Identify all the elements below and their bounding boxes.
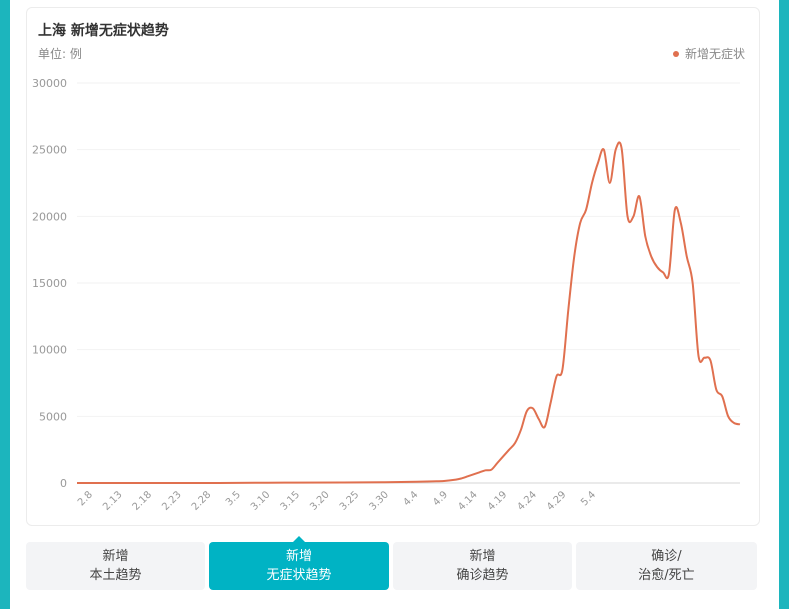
y-tick-label: 15000 xyxy=(32,277,67,290)
y-tick-label: 30000 xyxy=(32,77,67,90)
x-tick-label: 2.8 xyxy=(76,489,95,508)
y-tick-label: 25000 xyxy=(32,144,67,157)
legend-dot xyxy=(672,50,679,57)
x-tick-label: 2.23 xyxy=(160,489,184,513)
x-tick-label: 4.29 xyxy=(545,489,569,513)
y-tick-label: 0 xyxy=(60,477,67,490)
legend[interactable]: 新增无症状 xyxy=(672,45,745,62)
y-tick-label: 10000 xyxy=(32,344,67,357)
tab-asymptomatic-trend[interactable]: 新增 无症状趋势 xyxy=(209,536,389,590)
frame-right-border xyxy=(779,0,789,609)
x-tick-label: 3.5 xyxy=(224,489,243,508)
y-tick-label: 5000 xyxy=(39,410,67,423)
x-tick-label: 3.25 xyxy=(338,489,362,513)
tab-confirmed-trend[interactable]: 新增 确诊趋势 xyxy=(393,542,572,590)
tab-local-trend[interactable]: 新增 本土趋势 xyxy=(26,542,205,590)
tab-line2: 本土趋势 xyxy=(89,568,142,583)
tab-line2: 治愈/死亡 xyxy=(638,568,695,583)
frame-left-border xyxy=(0,0,10,609)
series-line-asymptomatic xyxy=(76,141,741,485)
chart-title: 上海 新增无症状趋势 xyxy=(38,23,169,39)
x-tick-label: 2.28 xyxy=(190,489,214,513)
x-tick-label: 4.19 xyxy=(486,489,510,513)
x-tick-label: 5.4 xyxy=(579,489,598,508)
tab-line1: 新增 xyxy=(469,549,496,564)
legend-label: 新增无症状 xyxy=(684,47,745,61)
x-tick-label: 3.15 xyxy=(279,489,303,513)
x-tick-label: 3.30 xyxy=(367,489,391,513)
x-tick-label: 3.20 xyxy=(308,489,332,513)
tab-bar: 新增 本土趋势 新增 无症状趋势 新增 确诊趋势 确诊/ 治愈/死亡 xyxy=(26,536,757,590)
chart-card: 上海 新增无症状趋势 单位: 例 新增无症状 0 5000 10000 15000 20… xyxy=(26,7,760,526)
x-tick-label: 2.13 xyxy=(101,489,125,513)
x-tick-label: 4.4 xyxy=(402,489,421,508)
line-chart: 0 5000 10000 15000 20000 25000 30000 2.8 2.13 2.1… xyxy=(32,77,741,513)
x-tick-label: 4.24 xyxy=(515,489,539,513)
y-tick-label: 20000 xyxy=(32,210,67,223)
tab-confirmed-cured-death[interactable]: 确诊/ 治愈/死亡 xyxy=(576,542,757,590)
tab-line1: 新增 xyxy=(285,549,312,564)
tab-line1: 确诊/ xyxy=(651,549,682,564)
tab-line2: 确诊趋势 xyxy=(456,568,509,583)
tab-line2: 无症状趋势 xyxy=(266,568,332,583)
x-tick-label: 4.9 xyxy=(431,489,450,508)
x-tick-label: 2.18 xyxy=(131,489,155,513)
x-tick-label: 4.14 xyxy=(456,489,480,513)
x-tick-label: 3.10 xyxy=(249,489,273,513)
unit-label: 单位: 例 xyxy=(38,47,82,61)
tab-line1: 新增 xyxy=(102,549,129,564)
